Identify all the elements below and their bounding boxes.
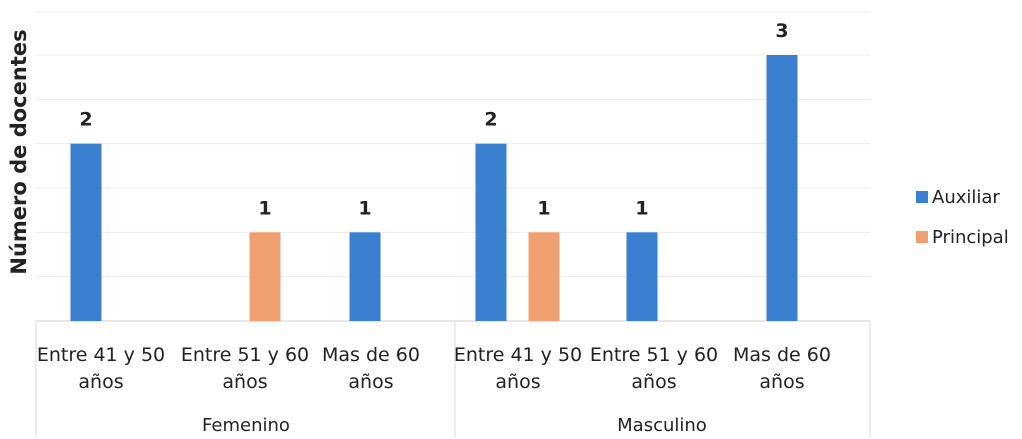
data-label: 1 [258,197,271,219]
data-label: 1 [635,197,648,219]
data-label: 1 [358,197,371,219]
legend-swatch [916,231,928,243]
data-label: 2 [79,109,92,131]
data-label: 1 [537,197,550,219]
bar-auxiliar-0 [70,143,102,321]
data-label: 2 [484,109,497,131]
category-label: Entre 41 y 50 años [37,344,165,393]
category-label: Mas de 60 años [733,344,831,393]
legend-swatch [916,191,928,203]
data-labels: 2 1 2 1 3 1 1 [79,20,788,219]
group-label: Masculino [617,415,707,436]
data-label: 3 [775,20,788,42]
category-label: Entre 41 y 50 años [454,344,582,393]
category-label: Entre 51 y 60 años [590,344,718,393]
gridlines [36,11,870,278]
axes [35,320,871,437]
y-axis-label: Número de docentes [7,29,31,274]
group-labels: Femenino Masculino [202,415,707,436]
bar-auxiliar-4 [626,232,658,321]
legend-entry: Auxiliar [932,187,1000,208]
category-label: Entre 51 y 60 años [181,344,309,393]
bar-auxiliar-2 [349,232,381,321]
bar-auxiliar-5 [766,55,798,321]
bar-principal-1 [249,232,281,321]
bar-principal-3 [528,232,560,321]
bar-auxiliar-3 [475,143,507,321]
bars [70,55,798,321]
legend-entry: Principal [932,227,1009,248]
legend: Auxiliar Principal [916,187,1009,248]
category-label: Mas de 60 años [322,344,420,393]
group-label: Femenino [202,415,290,436]
